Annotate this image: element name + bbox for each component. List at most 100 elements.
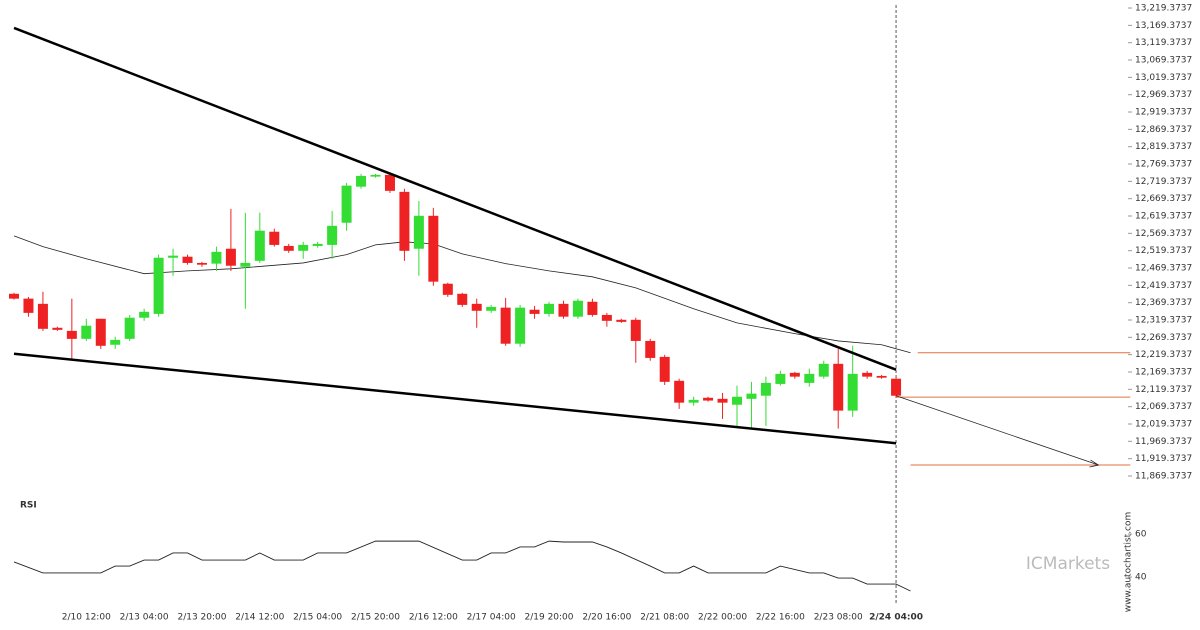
candle-body <box>746 393 757 399</box>
y-tick-label: 12,519.3737 <box>1135 246 1192 256</box>
candle-body <box>168 255 179 258</box>
candle-body <box>9 293 19 299</box>
candle-body <box>153 257 164 314</box>
candle-body <box>486 306 497 311</box>
candle-body <box>52 327 63 330</box>
candle-body <box>587 301 598 315</box>
y-tick-label: 11,869.3737 <box>1135 472 1192 482</box>
candle-body <box>37 303 48 329</box>
x-tick-label: 2/10 12:00 <box>62 613 111 623</box>
candle-body <box>630 319 641 341</box>
candle-body <box>544 303 555 314</box>
candle-body <box>399 191 410 251</box>
candle-body <box>847 373 858 411</box>
candle-body <box>442 283 453 295</box>
candle-body <box>457 293 468 305</box>
candle-body <box>891 378 902 396</box>
candle-body <box>760 382 771 396</box>
candle-body <box>703 397 714 401</box>
y-tick-label: 12,019.3737 <box>1135 420 1192 430</box>
y-tick-label: 12,669.3737 <box>1135 194 1192 204</box>
candle-body <box>139 311 150 318</box>
candle-body <box>789 372 800 377</box>
candle-body <box>471 303 482 311</box>
candle-body <box>862 372 873 377</box>
candle-body <box>804 373 815 383</box>
y-tick-label: 12,719.3737 <box>1135 177 1192 187</box>
candle-body <box>370 174 381 177</box>
forecast-arrowhead <box>1089 459 1100 468</box>
y-tick-label: 11,969.3737 <box>1135 437 1192 447</box>
candle-body <box>659 356 670 382</box>
candle-body <box>225 248 236 266</box>
x-tick-label: 2/17 04:00 <box>467 613 516 623</box>
candle-body <box>66 330 77 339</box>
y-tick-label: 11,919.3737 <box>1135 454 1192 464</box>
x-tick-label: 2/16 12:00 <box>409 613 458 623</box>
candle-body <box>110 339 121 345</box>
y-tick-label: 12,619.3737 <box>1135 212 1192 222</box>
rsi-title: RSI <box>20 501 37 511</box>
y-tick-label: 12,119.3737 <box>1135 385 1192 395</box>
candle-body <box>558 303 569 317</box>
rsi-tick-label: 40 <box>1135 573 1147 583</box>
y-tick-label: 12,319.3737 <box>1135 316 1192 326</box>
y-tick-label: 12,369.3737 <box>1135 298 1192 308</box>
watermark: ICMarkets <box>1026 554 1110 574</box>
candle-body <box>500 307 511 344</box>
candle-body <box>269 231 280 245</box>
candle-body <box>283 245 294 251</box>
candle-body <box>515 307 526 344</box>
x-tick-label: 2/13 04:00 <box>120 613 169 623</box>
y-tick-label: 12,969.3737 <box>1135 90 1192 100</box>
candle-body <box>196 262 207 265</box>
y-tick-label: 13,119.3737 <box>1135 38 1192 48</box>
pattern-line <box>13 26 897 371</box>
candle-body <box>124 317 135 339</box>
candle-body <box>413 215 424 249</box>
x-tick-label: 2/24 04:00 <box>869 613 923 623</box>
x-tick-label: 2/22 00:00 <box>698 613 747 623</box>
candle-body <box>211 251 222 264</box>
x-tick-label: 2/23 08:00 <box>814 613 863 623</box>
y-tick-label: 12,269.3737 <box>1135 333 1192 343</box>
candle-body <box>23 298 34 313</box>
candle-body <box>732 396 742 405</box>
x-tick-label: 2/22 16:00 <box>756 613 805 623</box>
y-tick-label: 12,919.3737 <box>1135 108 1192 118</box>
x-tick-label: 2/14 12:00 <box>235 613 284 623</box>
candle-body <box>240 262 251 267</box>
rsi-line <box>13 540 911 592</box>
candle-body <box>688 399 699 403</box>
candle-body <box>572 300 583 317</box>
y-tick-label: 12,419.3737 <box>1135 281 1192 291</box>
y-tick-label: 12,069.3737 <box>1135 402 1192 412</box>
candle-body <box>616 319 627 322</box>
x-tick-label: 2/13 20:00 <box>177 613 226 623</box>
y-tick-label: 13,019.3737 <box>1135 73 1192 83</box>
pattern-line <box>13 352 897 445</box>
candle-body <box>312 243 323 246</box>
y-tick-label: 12,219.3737 <box>1135 350 1192 360</box>
moving-average <box>13 235 911 354</box>
candle-body <box>645 340 656 358</box>
x-tick-label: 2/19 20:00 <box>525 613 574 623</box>
candle-body <box>298 244 309 251</box>
candle-body <box>818 363 829 377</box>
y-tick-label: 12,469.3737 <box>1135 264 1192 274</box>
candle-body <box>254 230 265 261</box>
candle-body <box>529 309 540 314</box>
forecast-line <box>895 395 1099 466</box>
candle-body <box>182 256 193 263</box>
y-tick-label: 12,819.3737 <box>1135 142 1192 152</box>
candle-body <box>81 325 92 339</box>
y-tick-label: 13,169.3737 <box>1135 21 1192 31</box>
x-tick-label: 2/15 20:00 <box>351 613 400 623</box>
x-tick-label: 2/15 04:00 <box>293 613 342 623</box>
candle-body <box>601 314 612 321</box>
y-tick-label: 12,569.3737 <box>1135 229 1192 239</box>
candle-body <box>356 175 367 187</box>
candle-body <box>341 185 352 223</box>
candle-body <box>775 373 786 384</box>
